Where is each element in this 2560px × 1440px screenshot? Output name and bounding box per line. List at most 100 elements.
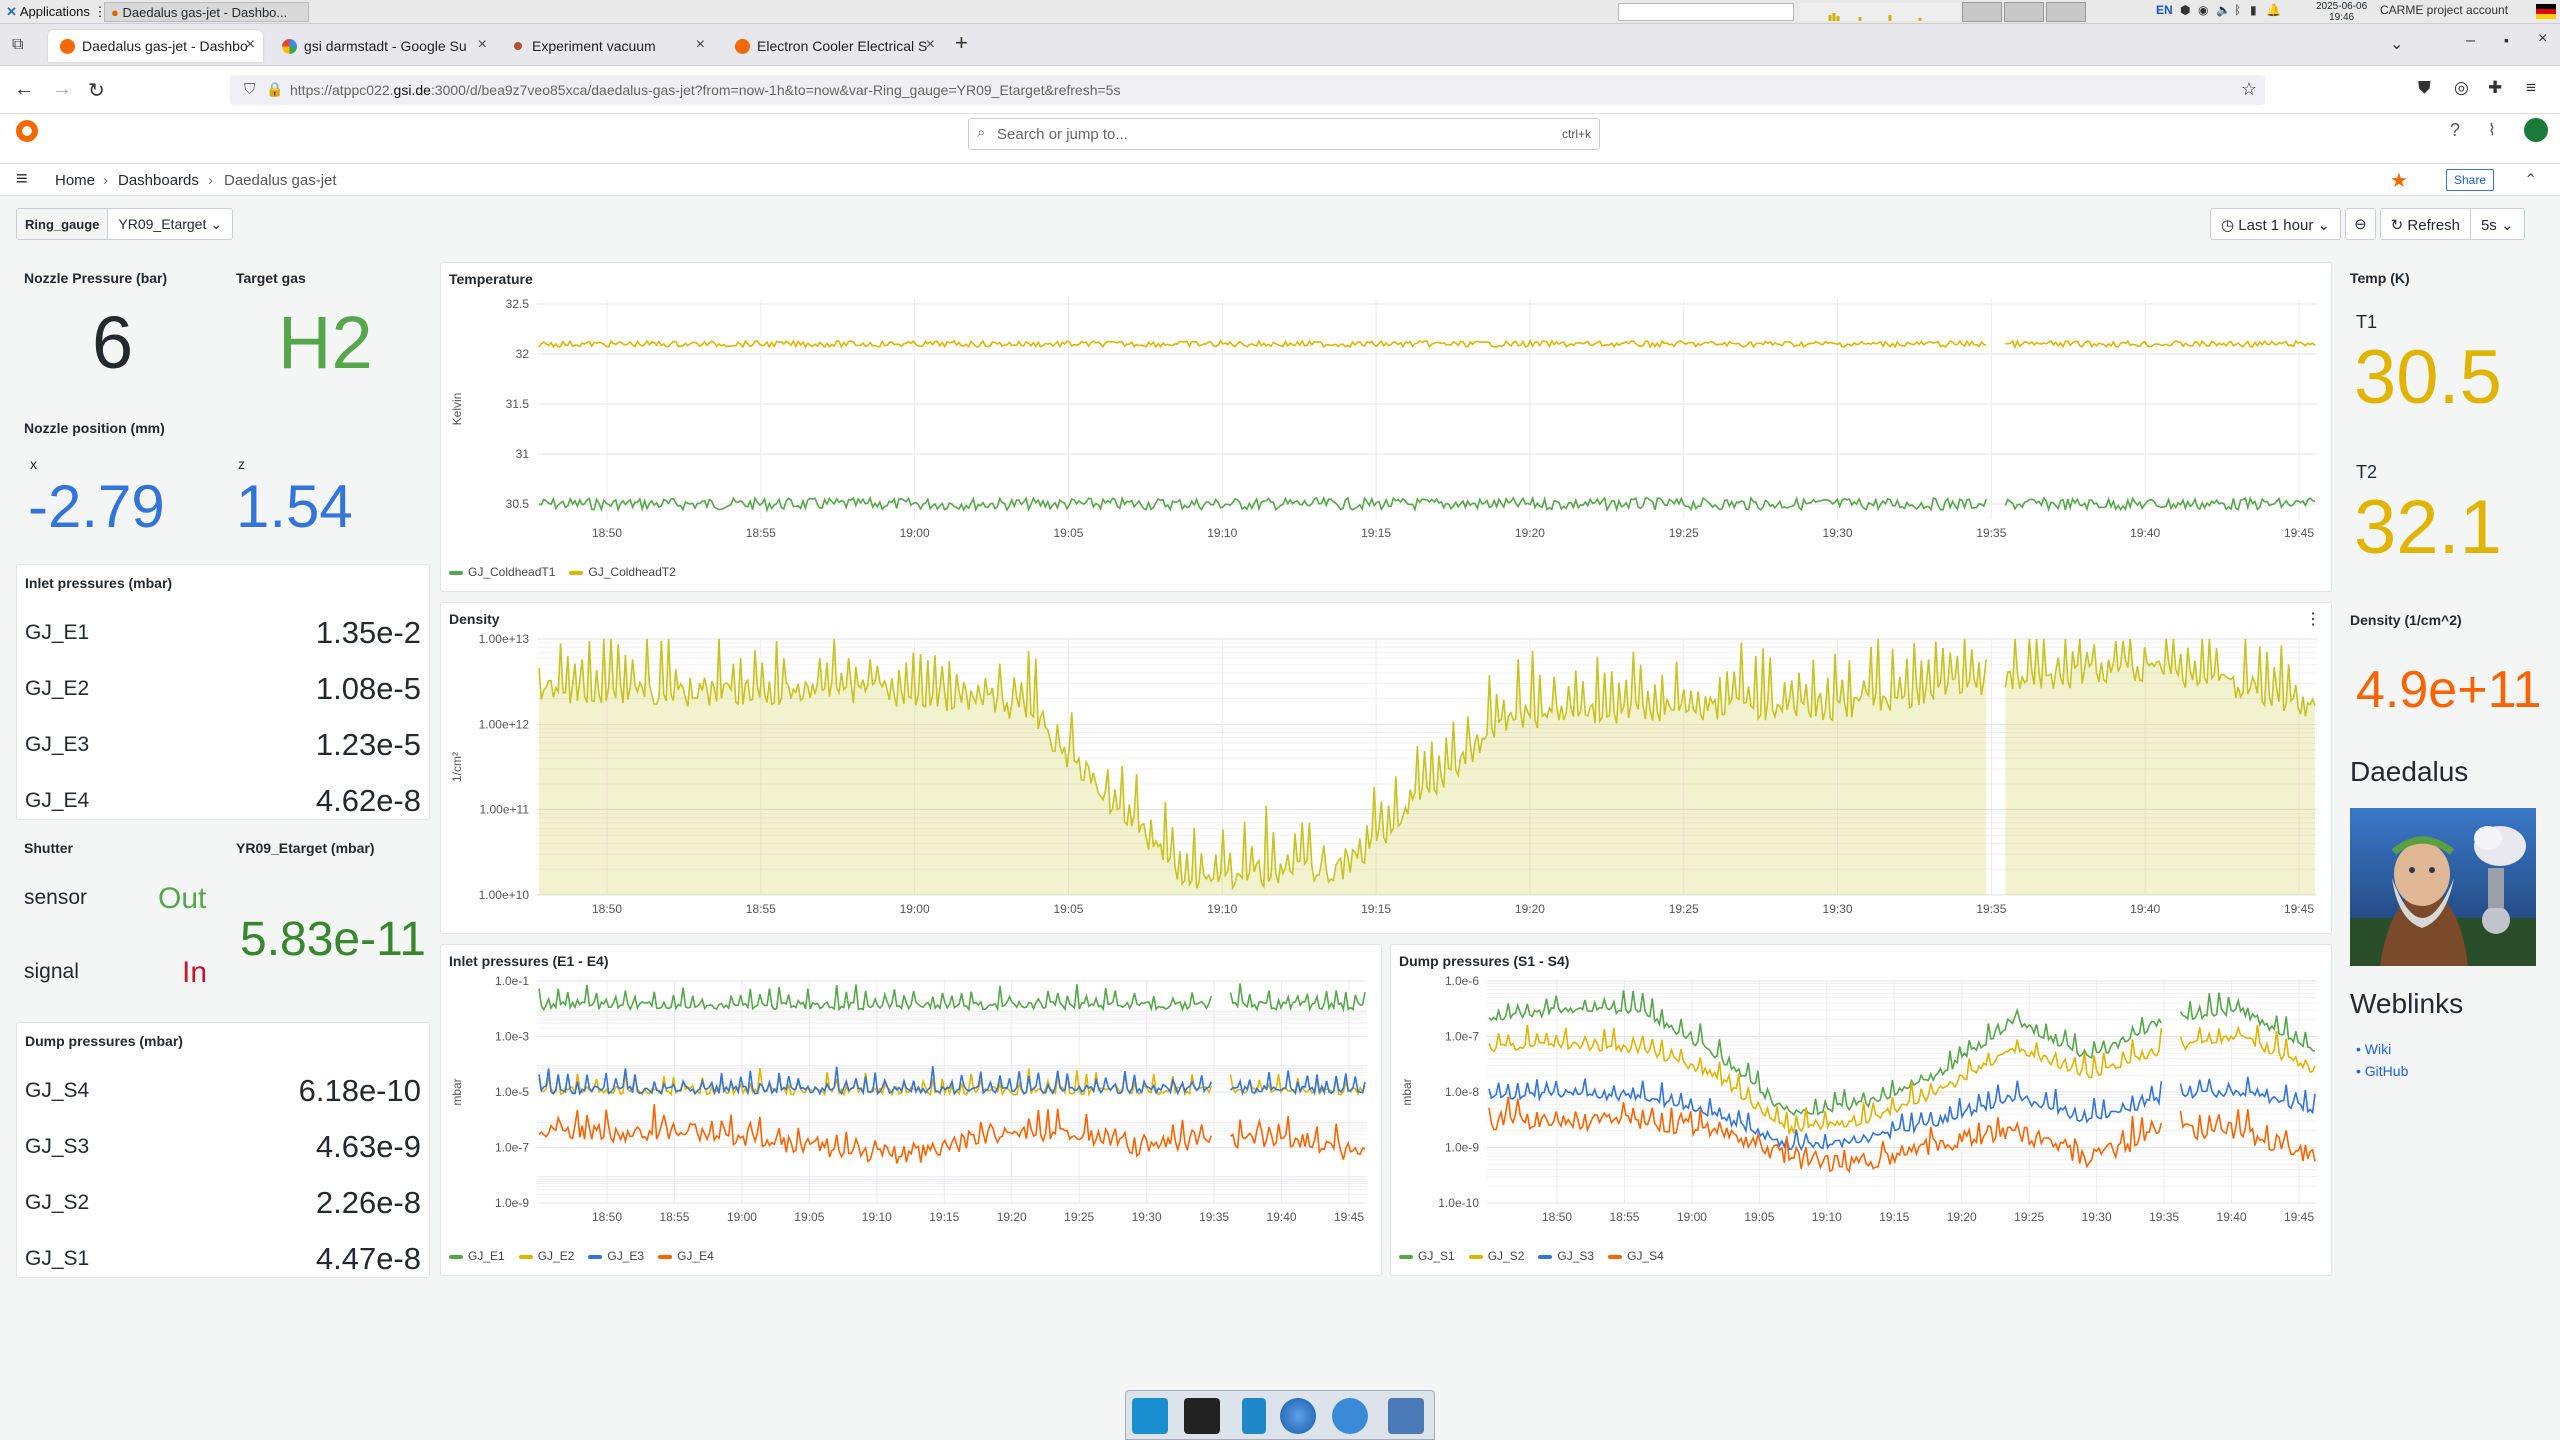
magnifier-icon[interactable] xyxy=(1332,1398,1368,1434)
x-tick-label: 19:45 xyxy=(1334,1210,1364,1224)
wiki-link[interactable]: Wiki xyxy=(2364,1041,2392,1057)
back-icon[interactable]: ← xyxy=(14,78,34,100)
panel-title: Nozzle position (mm) xyxy=(24,420,165,436)
legend-item[interactable]: GJ_ColdheadT1 xyxy=(449,565,555,579)
network-icon[interactable]: ⬢ xyxy=(2180,3,2191,17)
legend-item[interactable]: GJ_S2 xyxy=(1468,1249,1524,1263)
clock[interactable]: 2025-06-06 19:46 xyxy=(2316,1,2368,23)
maximize-icon[interactable]: ▪ xyxy=(2504,32,2509,48)
breadcrumb-home[interactable]: Home xyxy=(55,172,96,189)
minimize-icon[interactable]: – xyxy=(2466,32,2475,49)
account-icon[interactable]: ◎ xyxy=(2454,78,2469,97)
forward-icon[interactable]: → xyxy=(52,78,72,100)
series-line-gj-e4 xyxy=(1230,1115,1366,1160)
legend-item[interactable]: GJ_ColdheadT2 xyxy=(569,565,676,579)
tab-experiment-vacuum[interactable]: Experiment vacuum × xyxy=(498,30,713,62)
lock-icon: 🔒 xyxy=(266,81,284,97)
bell-icon[interactable]: 🔔 xyxy=(2266,3,2281,17)
legend-item[interactable]: GJ_S4 xyxy=(1608,1249,1664,1263)
battery-icon[interactable]: ▮ xyxy=(2250,3,2257,17)
zoom-out-button[interactable]: ⊖ xyxy=(2345,208,2376,240)
y-tick-label: 31.5 xyxy=(506,397,530,411)
x-label: x xyxy=(30,456,37,472)
x-tick-label: 19:25 xyxy=(1064,1210,1094,1224)
legend-item[interactable]: GJ_E1 xyxy=(449,1249,505,1263)
volume-icon[interactable]: 🔈 xyxy=(2216,3,2231,17)
legend-swatch xyxy=(1399,1254,1413,1259)
chevron-up-icon[interactable]: ⌃ xyxy=(2524,172,2538,189)
reload-icon[interactable]: ↻ xyxy=(88,80,105,102)
series-line-gj-s1 xyxy=(2179,992,2316,1052)
x-tick-label: 19:40 xyxy=(2130,526,2160,540)
search-shortcut: ctrl+k xyxy=(1561,127,1591,141)
refresh-button[interactable]: ↻ Refresh xyxy=(2381,209,2471,239)
extensions-icon[interactable]: ✚ xyxy=(2488,78,2503,97)
panel-menu-icon[interactable]: ⋮ xyxy=(2305,611,2321,628)
panel-title: Shutter xyxy=(24,840,73,856)
account-name[interactable]: CARME project account xyxy=(2380,3,2509,17)
close-icon[interactable]: × xyxy=(477,36,487,53)
tab-list-icon[interactable]: ⧉ xyxy=(12,36,24,53)
help-icon[interactable]: ? xyxy=(2450,120,2461,140)
pocket-icon[interactable]: ⛊ xyxy=(2418,78,2431,97)
globe-icon[interactable] xyxy=(1280,1398,1316,1434)
variable-value[interactable]: YR09_Etarget ⌄ xyxy=(118,216,222,232)
url-field[interactable]: ⛉ 🔒 https://atppc022.gsi.de:3000/d/bea9z… xyxy=(230,75,2265,105)
legend-item[interactable]: GJ_S1 xyxy=(1399,1249,1455,1263)
y-axis-label: mbar xyxy=(450,1078,464,1105)
menu-toggle-icon[interactable]: ≡ xyxy=(16,168,28,190)
legend-item[interactable]: GJ_E2 xyxy=(518,1249,574,1263)
breadcrumb-dashboards[interactable]: Dashboards xyxy=(118,172,199,189)
inlet-rows: GJ_E1 1.35e-2 GJ_E2 1.08e-5 GJ_E3 1.23e-5 G… xyxy=(25,605,421,829)
y-tick-label: 1.00e+12 xyxy=(479,717,530,731)
y-tick-label: 1.00e+13 xyxy=(479,632,530,646)
refresh-interval-picker[interactable]: 5s ⌄ xyxy=(2480,217,2514,234)
terminal-icon[interactable] xyxy=(1184,1398,1220,1434)
browser-nav-bar: ← → ↻ ⛉ 🔒 https://atppc022.gsi.de:3000/d… xyxy=(0,66,2560,114)
panel-search-box[interactable] xyxy=(1618,3,1794,21)
share-button[interactable]: Share xyxy=(2446,169,2494,191)
zoom-icon[interactable]: ◉ xyxy=(2198,3,2209,17)
legend-label: GJ_S1 xyxy=(1418,1249,1455,1263)
close-icon[interactable]: × xyxy=(245,36,255,53)
chart-svg: 1.00e+13 1.00e+12 1.00e+11 1.00e+10 18:50 18:… xyxy=(450,632,2317,916)
bluetooth-icon[interactable]: ᛒ xyxy=(2234,3,2242,17)
close-window-icon[interactable]: × xyxy=(2538,30,2548,47)
desktop-icon[interactable] xyxy=(1132,1398,1168,1434)
temp-k-panel: Temp (K) T1 30.5 T2 32.1 xyxy=(2342,262,2552,592)
notes-icon[interactable] xyxy=(1242,1398,1266,1434)
new-tab-button[interactable]: + xyxy=(955,30,968,55)
avatar[interactable] xyxy=(2524,118,2548,142)
x-tick-label: 19:40 xyxy=(2217,1210,2247,1224)
shutter-signal-label: signal xyxy=(24,960,79,983)
t1-value: 30.5 xyxy=(2354,335,2502,420)
chevron-down-icon[interactable]: ⌄ xyxy=(2390,36,2404,53)
grafana-logo-icon[interactable] xyxy=(16,120,38,142)
tab-google[interactable]: gsi darmstadt - Google Su × xyxy=(270,30,495,62)
legend-item[interactable]: GJ_S3 xyxy=(1538,1249,1594,1263)
menu-icon[interactable]: ≡ xyxy=(2526,78,2536,97)
folder-icon[interactable] xyxy=(1388,1398,1424,1434)
chart-legend: GJ_S1 GJ_S2 GJ_S3 GJ_S4 xyxy=(1399,1249,1678,1263)
time-range-picker[interactable]: ◷ Last 1 hour ⌄ xyxy=(2210,208,2342,240)
applications-menu[interactable]: ✕ Applications ⋮ xyxy=(6,4,107,19)
shutter-panels: Shutter sensor Out signal In YR09_Etarge… xyxy=(16,826,430,1016)
keyboard-layout[interactable]: EN xyxy=(2156,3,2173,17)
star-icon[interactable]: ☆ xyxy=(2240,79,2257,99)
taskbar-item-firefox[interactable]: ● Daedalus gas-jet - Dashbo... xyxy=(104,2,309,22)
close-icon[interactable]: × xyxy=(695,36,705,53)
tab-electron-cooler[interactable]: Electron Cooler Electrical S × xyxy=(723,30,943,62)
tab-daedalus[interactable]: Daedalus gas-jet - Dashbo × xyxy=(48,30,263,62)
github-link[interactable]: GitHub xyxy=(2364,1063,2409,1079)
close-icon[interactable]: × xyxy=(925,36,935,53)
star-favorite-icon[interactable]: ★ xyxy=(2390,170,2408,192)
legend-item[interactable]: GJ_E4 xyxy=(658,1249,714,1263)
workspace-switcher[interactable] xyxy=(1962,2,2097,22)
inlet-pressures-panel: Inlet pressures (mbar) GJ_E1 1.35e-2 GJ_E… xyxy=(16,564,430,820)
nozzle-z-value: 1.54 xyxy=(236,473,353,540)
legend-item[interactable]: GJ_E3 xyxy=(588,1249,644,1263)
news-icon[interactable]: ⌇ xyxy=(2488,122,2496,139)
variable-ring-gauge[interactable]: Ring_gauge YR09_Etarget ⌄ xyxy=(16,208,233,240)
table-row: GJ_S2 2.26e-8 xyxy=(25,1185,421,1220)
search-input[interactable]: ⌕ Search or jump to... ctrl+k xyxy=(968,118,1600,150)
